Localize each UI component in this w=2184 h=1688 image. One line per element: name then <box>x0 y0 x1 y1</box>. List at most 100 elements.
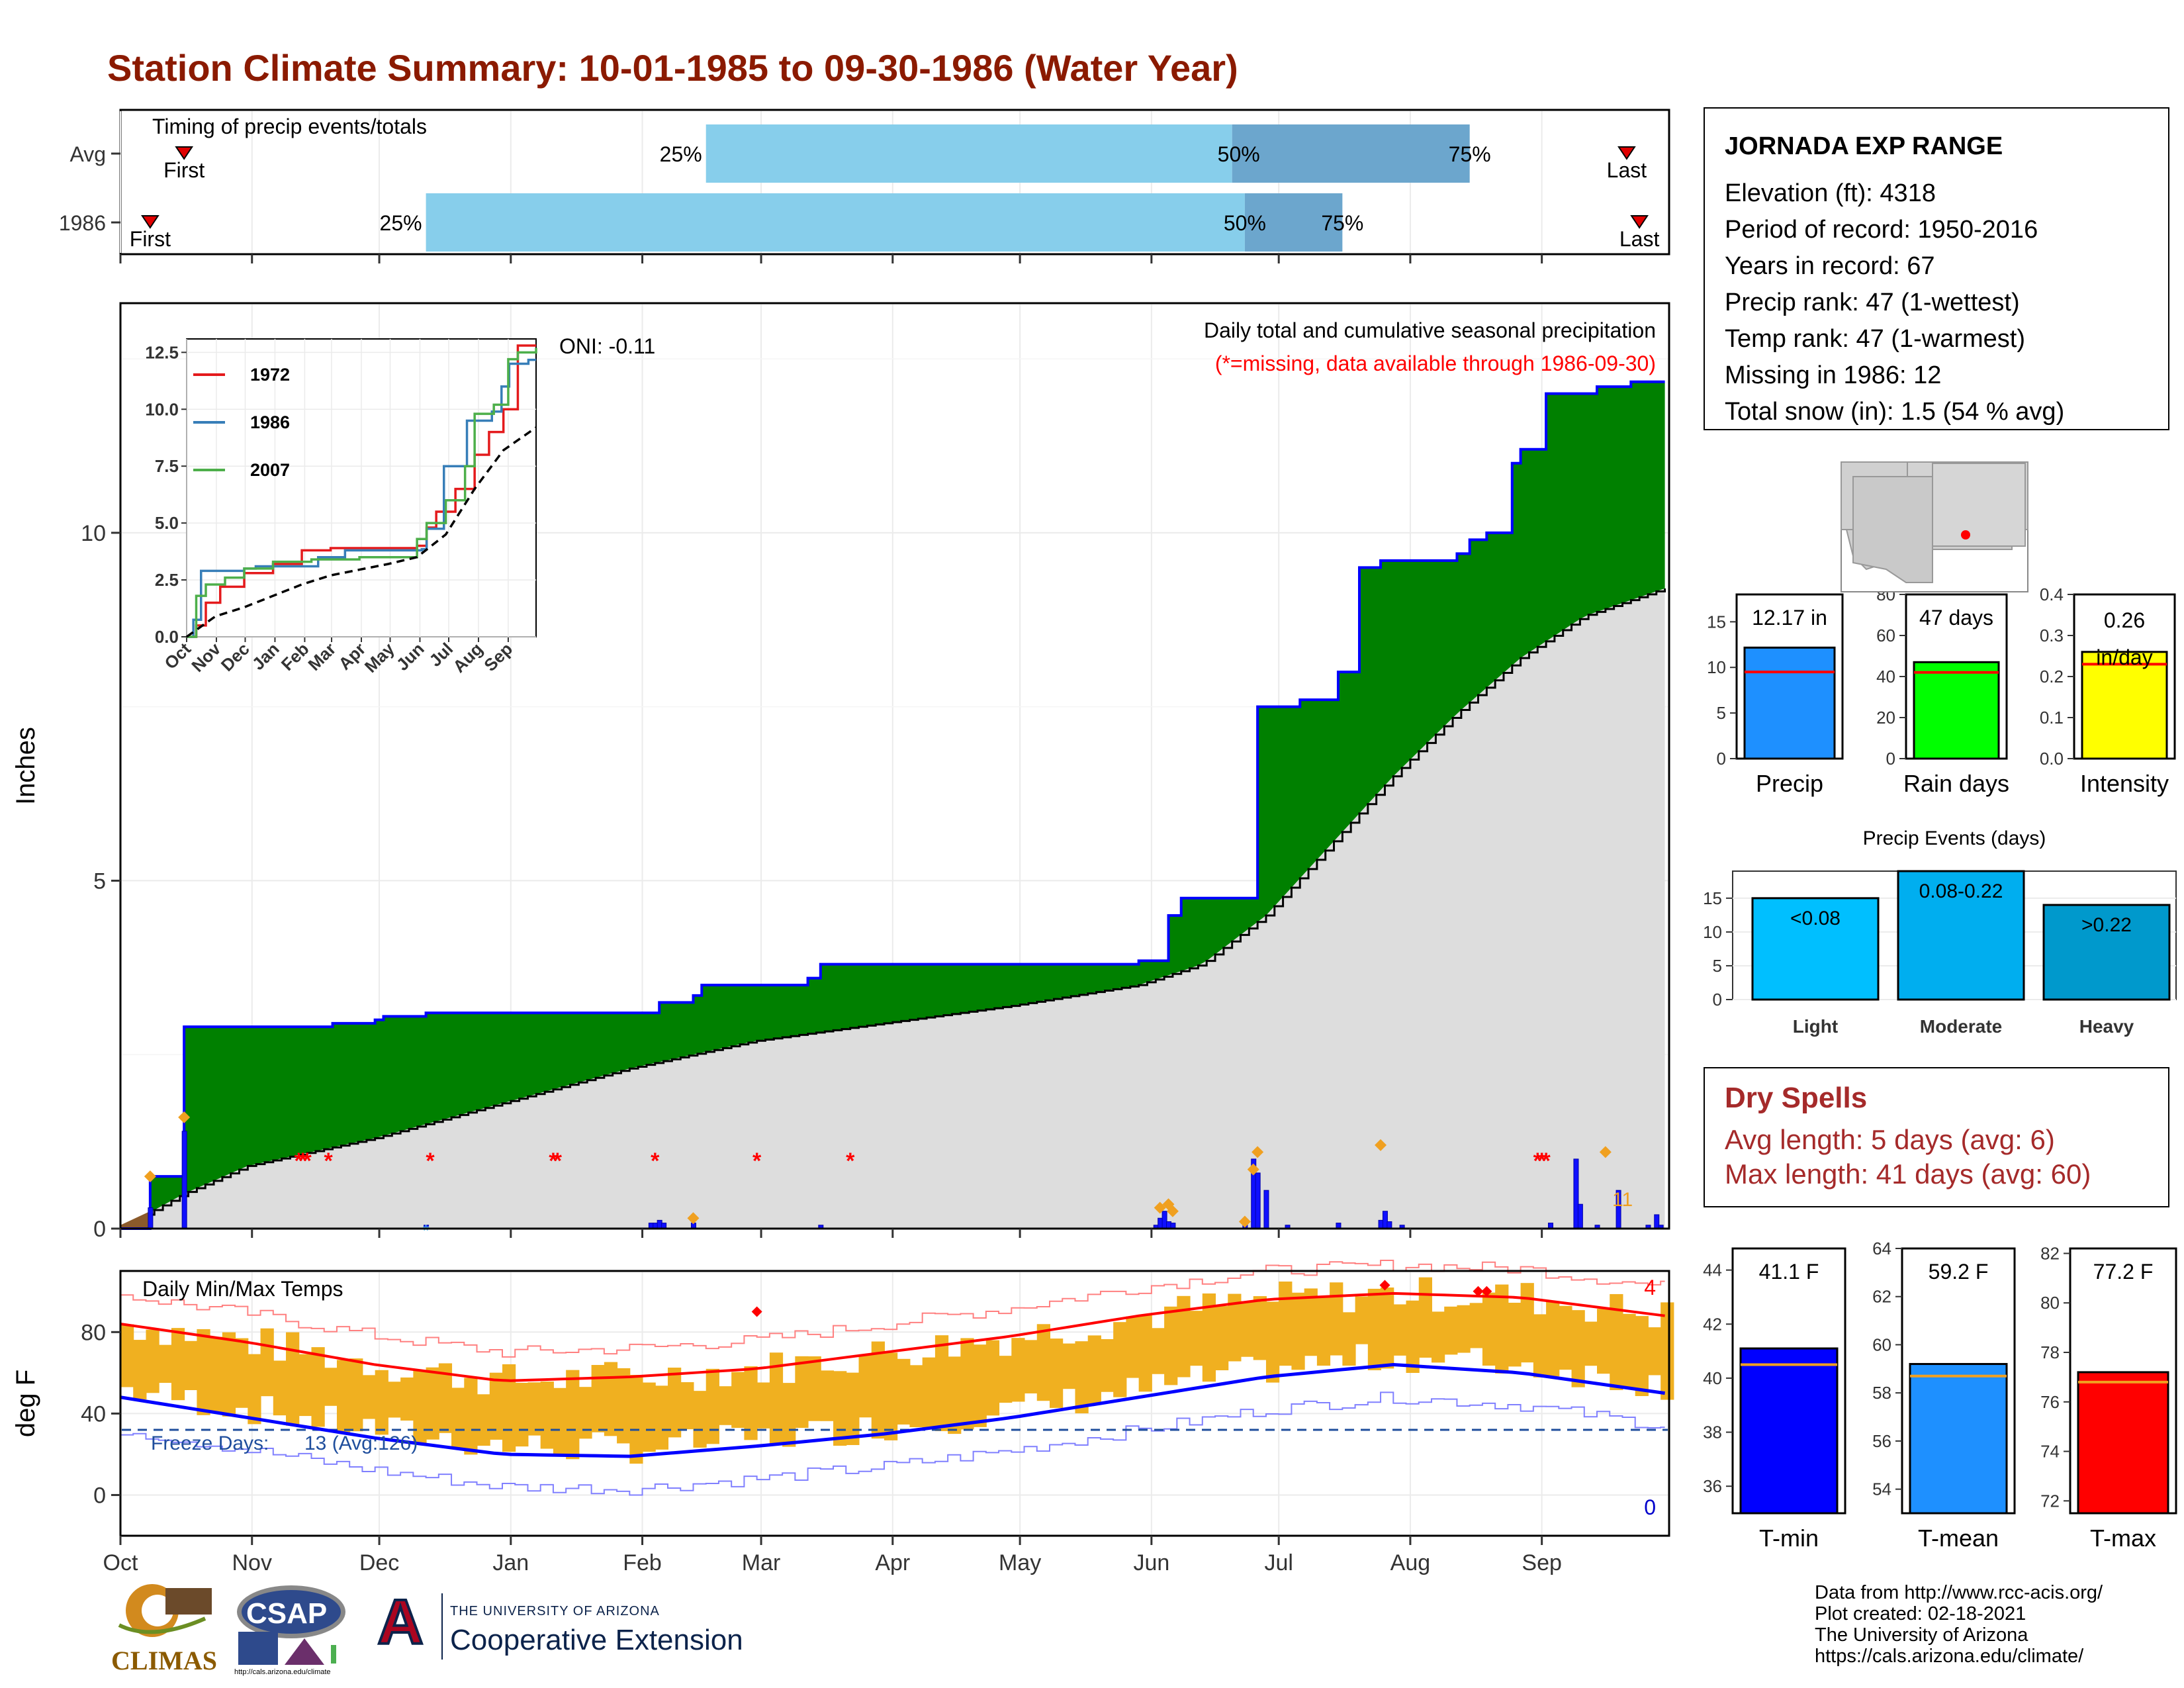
daily-temp-range-bar <box>1533 1314 1547 1378</box>
small-chart-category-label: Precip <box>1756 770 1823 797</box>
daily-temp-range-bar <box>197 1329 210 1415</box>
small-chart-bar <box>1743 646 1836 760</box>
daily-temp-range-bar <box>629 1374 643 1464</box>
temp-ytick-label: 40 <box>81 1401 106 1427</box>
precip-events-category-label: Light <box>1793 1016 1838 1037</box>
snow-count: 11 <box>1612 1189 1633 1211</box>
precip-events-bar-label: 0.08-0.22 <box>1919 880 2003 902</box>
timing-q75-label: 75% <box>1321 211 1363 235</box>
temp-title: Daily Min/Max Temps <box>142 1277 343 1301</box>
daily-temp-range-bar <box>1457 1305 1471 1353</box>
daily-temp-range-bar <box>1559 1305 1572 1370</box>
station-period: Period of record: 1950-2016 <box>1725 216 2038 244</box>
station-elevation: Elevation (ft): 4318 <box>1725 179 1936 207</box>
credit-data-source: Data from http://www.rcc-acis.org/ <box>1815 1582 2103 1603</box>
small-chart-value-label: 47 days <box>1919 606 1993 630</box>
dry-spells-title: Dry Spells <box>1725 1082 1868 1114</box>
precip-ytick-label: 5 <box>93 868 106 894</box>
daily-temp-range-bar <box>1138 1315 1152 1392</box>
small-chart-ytick-label: 62 <box>1872 1287 1891 1307</box>
month-label: Feb <box>623 1550 662 1575</box>
missing-day-marker: * <box>298 1149 308 1174</box>
daily-temp-range-bar <box>286 1332 300 1426</box>
small-chart-bar <box>1739 1347 1839 1515</box>
daily-temp-range-bar <box>1151 1328 1165 1374</box>
small-chart-intensity: 0.0 0.1 0.2 0.3 0.4 0.26 in/day Intensity <box>2040 585 2176 797</box>
small-chart-ytick-label: 10 <box>1707 657 1726 677</box>
daily-temp-range-bar <box>1087 1335 1101 1404</box>
daily-temp-range-bar <box>1330 1282 1343 1356</box>
daily-temp-range-bar <box>1024 1340 1038 1393</box>
credit-university: The University of Arizona <box>1815 1624 2028 1646</box>
ua-extension-logo: A THE UNIVERSITY OF ARIZONA Cooperative … <box>367 1585 743 1671</box>
daily-temp-range-bar <box>273 1360 287 1416</box>
event-diamond <box>144 1170 156 1183</box>
daily-temp-range-bar <box>426 1367 439 1440</box>
inset-series-line <box>187 348 537 638</box>
daily-temp-range-bar <box>1571 1310 1585 1387</box>
climas-logo: CLIMAS <box>106 1579 218 1678</box>
precip-events-ytick-label: 5 <box>1713 956 1722 976</box>
csap-logo: CSAP http://cals.arizona.edu/climate <box>232 1579 351 1678</box>
daily-temp-range-bar <box>999 1356 1013 1403</box>
daily-precip-bar <box>181 1131 187 1229</box>
daily-temp-range-bar <box>756 1382 770 1429</box>
missing-day-marker: * <box>1537 1149 1547 1174</box>
daily-temp-range-bar <box>807 1356 821 1421</box>
timing-bar-50-75 <box>1244 193 1343 252</box>
daily-temp-range-bar <box>1202 1293 1216 1382</box>
temp-ytick-label: 0 <box>93 1483 106 1508</box>
small-chart-category-label: Rain days <box>1903 770 2009 797</box>
small-chart-ytick-label: 0.2 <box>2040 667 2064 686</box>
daily-temp-range-bar <box>184 1340 198 1390</box>
daily-temp-range-bar <box>769 1352 784 1445</box>
daily-temp-range-bar <box>209 1336 223 1413</box>
daily-temp-range-bar <box>413 1370 427 1444</box>
month-label: Jul <box>1264 1550 1293 1575</box>
month-label: Oct <box>103 1550 138 1575</box>
inset-ytick-label: 2.5 <box>155 570 179 590</box>
daily-temp-range-bar <box>527 1382 541 1436</box>
small-chart-ytick-label: 0.0 <box>2040 749 2064 769</box>
record-high-line <box>120 1260 1665 1358</box>
timing-label: Timing of precip events/totals <box>152 115 427 138</box>
missing-day-marker: * <box>1533 1149 1543 1174</box>
average-high-line <box>120 1291 1665 1382</box>
small-chart-category-label: T-max <box>2090 1524 2156 1552</box>
daily-temp-range-bar <box>744 1366 758 1440</box>
precip-note: Daily total and cumulative seasonal prec… <box>1204 318 1656 342</box>
daily-temp-range-bar <box>1469 1303 1483 1348</box>
average-cumulative-area <box>120 588 1665 1229</box>
inset-average-line <box>185 426 537 638</box>
station-info-box: JORNADA EXP RANGE Elevation (ft): 4318 P… <box>1704 107 2169 430</box>
daily-temp-range-bar <box>1610 1293 1623 1390</box>
month-label: Aug <box>1390 1550 1431 1575</box>
small-chart-ytick-label: 72 <box>2040 1491 2060 1511</box>
high-count: 4 <box>1644 1276 1656 1299</box>
inset-ytick-label: 12.5 <box>145 342 179 362</box>
daily-temp-range-bar <box>324 1368 338 1406</box>
daily-temp-range-bar <box>642 1382 656 1452</box>
daily-temp-range-bar <box>1304 1288 1318 1356</box>
daily-temp-range-bar <box>1546 1301 1560 1377</box>
timing-q50-label: 50% <box>1224 211 1266 235</box>
daily-temp-range-bar <box>820 1370 835 1421</box>
daily-temp-range-bar <box>909 1365 923 1428</box>
small-chart-ytick-label: 74 <box>2040 1442 2060 1462</box>
month-label: Sep <box>1522 1550 1562 1575</box>
precip-panel: *** * * ** * * * **** ONI: -0.11 Daily total an… <box>11 302 1670 1242</box>
daily-temp-range-bar <box>897 1358 911 1425</box>
missing-day-marker: * <box>549 1149 558 1174</box>
small-chart-value-label: 77.2 F <box>2093 1260 2154 1284</box>
event-diamond <box>1166 1205 1179 1217</box>
timing-row-label: 1986 <box>59 211 106 235</box>
daily-precip-bar <box>1387 1221 1392 1229</box>
small-chart-ytick-label: 80 <box>2040 1293 2060 1313</box>
small-chart-ytick-label: 36 <box>1703 1476 1722 1496</box>
record-high-marker <box>1473 1286 1484 1297</box>
daily-temp-range-bar <box>782 1383 796 1447</box>
daily-temp-range-bar <box>1520 1283 1534 1363</box>
daily-temp-range-bar <box>960 1338 974 1430</box>
daily-temp-range-bar <box>1635 1316 1649 1397</box>
